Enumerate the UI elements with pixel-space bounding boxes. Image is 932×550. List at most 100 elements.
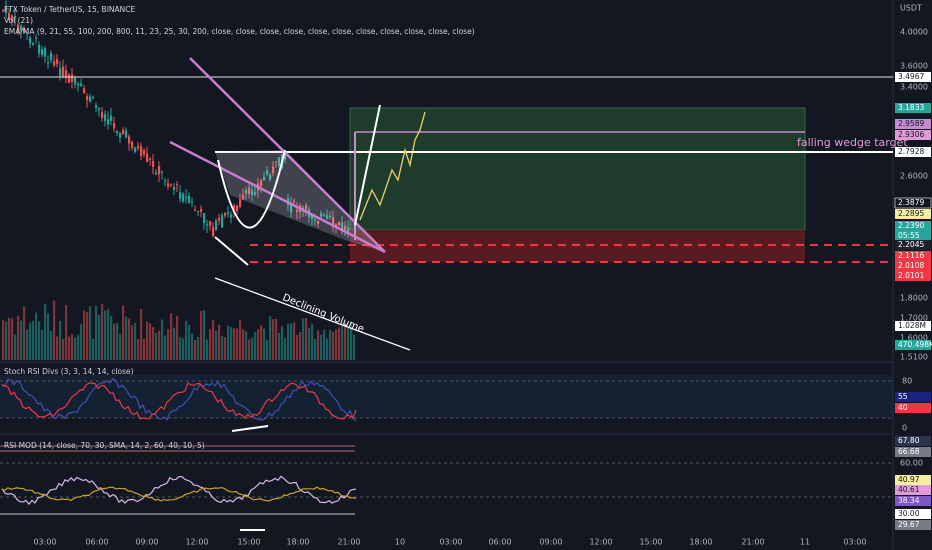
candle [86, 96, 89, 101]
volume-bar [227, 325, 230, 360]
price-tag-bg [895, 271, 931, 281]
candle [317, 221, 320, 224]
candle [164, 180, 167, 182]
volume-bar [44, 304, 47, 360]
price-label: 1.6000 [900, 334, 928, 343]
volume-bar [95, 305, 98, 360]
volume-bar [71, 334, 74, 360]
volume-bar [233, 328, 236, 360]
stoch-axis-label: 0 [902, 424, 907, 433]
volume-bar [50, 331, 53, 360]
price-tag: 2.0108 [898, 261, 924, 270]
volume-bar [347, 326, 350, 360]
price-tag: 2.0101 [898, 271, 924, 280]
time-label: 03:00 [439, 538, 462, 547]
rsi-tag-bg [895, 436, 931, 446]
candle [122, 129, 125, 135]
candle [203, 213, 206, 223]
stoch-d [1, 382, 357, 420]
volume-bar [29, 322, 32, 360]
volume-bar [185, 320, 188, 360]
volume-bar [212, 320, 215, 360]
candle [260, 180, 263, 187]
wedge-line [189, 57, 386, 253]
swing-line [214, 236, 249, 266]
rsi-tag: 38.34 [898, 496, 920, 505]
candle [191, 201, 194, 203]
rsi-tag-bg [895, 475, 931, 485]
volume-bar [230, 327, 233, 360]
candle [275, 161, 278, 163]
price-label: 4.0000 [900, 28, 928, 37]
candle [278, 157, 281, 167]
price-tag: 470.498K [898, 340, 932, 349]
candle [341, 222, 344, 229]
candle [47, 62, 50, 64]
candle [41, 49, 44, 56]
time-label: 06:00 [488, 538, 511, 547]
candle [131, 141, 134, 148]
candle [125, 130, 128, 138]
volume-bar [113, 323, 116, 360]
candle [245, 190, 248, 194]
price-label: 1.8000 [900, 294, 928, 303]
volume-bar [134, 322, 137, 360]
candle [233, 205, 236, 213]
rsi-tag: 30.00 [898, 509, 920, 518]
candle [101, 112, 104, 118]
candle [173, 187, 176, 191]
volume-bar [47, 313, 50, 360]
candle [56, 58, 59, 64]
volume-bar [77, 334, 80, 360]
candle [329, 216, 332, 218]
volume-bar [119, 333, 122, 360]
volume-bar [296, 334, 299, 360]
rsi-tag-bg [895, 509, 931, 519]
candle [149, 158, 152, 160]
stoch-tag-bg [895, 403, 931, 413]
candle [227, 212, 230, 214]
volume-bar [260, 325, 263, 360]
candle [185, 196, 188, 198]
candle [128, 136, 131, 144]
volume-title: Vol (21) [4, 16, 33, 25]
volume-bar [83, 310, 86, 360]
volume-bar [80, 324, 83, 360]
candle [158, 166, 161, 175]
candle [74, 78, 77, 85]
volume-bar [62, 339, 65, 360]
time-label: 18:00 [286, 538, 309, 547]
volume-bar [341, 322, 344, 360]
volume-bar [8, 317, 11, 360]
candle [236, 205, 239, 212]
candle [140, 146, 143, 156]
candle [11, 15, 14, 22]
time-label: 15:00 [237, 538, 260, 547]
volume-bar [245, 331, 248, 360]
volume-bar [32, 320, 35, 360]
price-label: 3.4000 [900, 83, 928, 92]
candle [215, 220, 218, 230]
candle [290, 203, 293, 213]
candle [77, 83, 80, 86]
price-tag-bg [895, 103, 931, 113]
volume-bar [326, 338, 329, 360]
volume-bar [131, 325, 134, 360]
volume-bar [152, 327, 155, 360]
volume-bar [308, 327, 311, 360]
price-tag: 2.7928 [898, 147, 924, 156]
volume-bar [23, 306, 26, 360]
candle [71, 74, 74, 82]
candle [104, 114, 107, 121]
volume-bar [305, 318, 308, 360]
candle [347, 227, 350, 233]
volume-bar [281, 326, 284, 360]
symbol-title: FTX Token / TetherUS, 15, BINANCE [4, 5, 136, 14]
candle [224, 213, 227, 216]
candle [116, 130, 119, 134]
volume-bar [287, 323, 290, 360]
volume-bar [56, 336, 59, 360]
volume-bar [266, 339, 269, 360]
